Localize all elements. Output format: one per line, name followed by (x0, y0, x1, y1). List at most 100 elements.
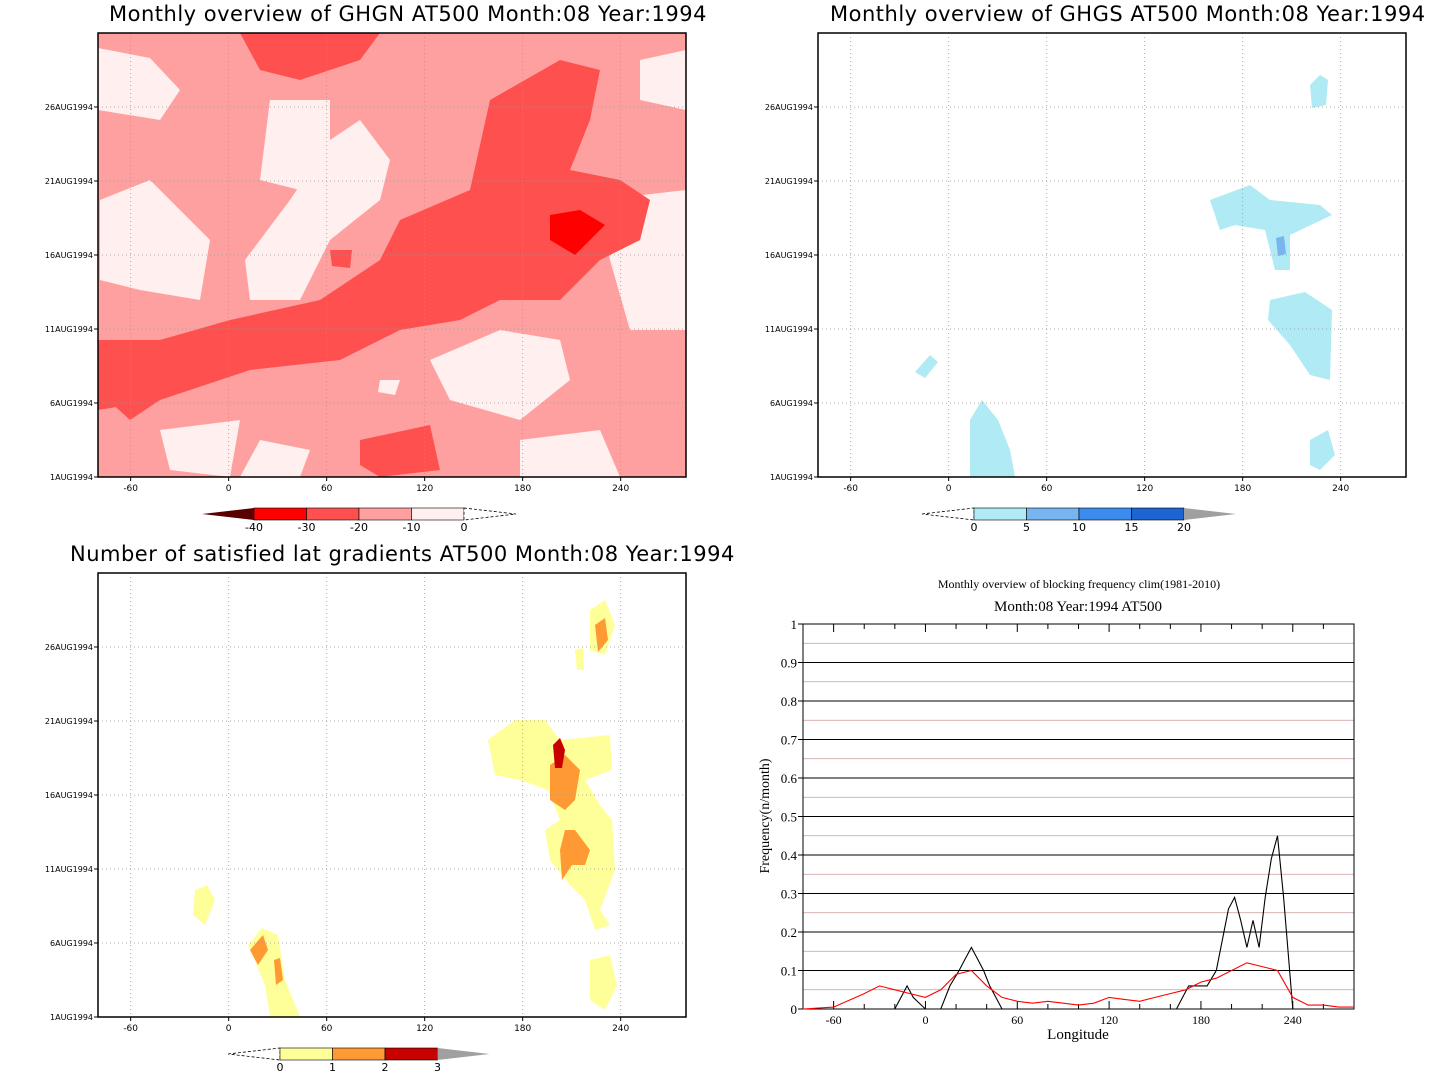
contour-gt-minus10 (240, 440, 310, 477)
x-tick-label: 120 (1136, 484, 1153, 494)
contour-0-5 (1268, 292, 1332, 380)
contour-1-2 (550, 755, 580, 810)
panel1-title: Monthly overview of GHGN AT500 Month:08 … (109, 2, 707, 26)
colorbar-arrow-high (437, 1048, 490, 1060)
contour-0-1 (193, 885, 215, 925)
y-tick-label: 1AUG1994 (770, 473, 813, 482)
colorbar-label: 2 (382, 1061, 389, 1074)
colorbar-arrow-low (202, 508, 254, 520)
contour-0-5 (970, 400, 1015, 477)
colorbar-segment (1078, 507, 1132, 521)
contour-0-1 (575, 648, 584, 670)
y-tick-label: 6AUG1994 (50, 399, 93, 408)
colorbar-label: 1 (329, 1061, 336, 1074)
line-chart-xlabel: Longitude (1047, 1027, 1109, 1043)
lat-gradients-heatmap: -60 0 60 120 180 2401AUG19946AUG199411AUG1994… (45, 572, 687, 1074)
colorbar-segment (253, 507, 307, 521)
y-tick-label: 0 (791, 1002, 798, 1017)
x-tick-label: 0 (226, 484, 232, 494)
x-tick-label: 180 (1192, 1013, 1210, 1027)
contour-minus30-minus20 (360, 425, 440, 477)
contour-gt-minus10 (245, 120, 390, 300)
x-tick-label: -60 (123, 1024, 138, 1034)
colorbar-label: -10 (403, 521, 421, 534)
y-tick-label: 1 (791, 617, 798, 632)
colorbar-segment (1026, 507, 1080, 521)
y-tick-label: 26AUG1994 (45, 643, 93, 652)
contour-0-5 (1310, 430, 1335, 470)
contour-minus30-minus20 (240, 33, 380, 80)
colorbar-arrow-low (921, 507, 975, 521)
colorbar-segment (411, 507, 465, 521)
x-tick-label: 240 (1284, 1013, 1302, 1027)
y-tick-label: 16AUG1994 (45, 251, 93, 260)
y-tick-label: 16AUG1994 (765, 251, 813, 260)
field-contours (193, 600, 617, 1017)
field-contours (98, 33, 686, 477)
x-tick-label: 120 (416, 484, 433, 494)
contour-gt-minus10 (520, 430, 620, 477)
x-tick-label: 0 (946, 484, 952, 494)
x-tick-label: -60 (843, 484, 858, 494)
x-tick-label: 120 (1100, 1013, 1118, 1027)
contour-minus30-minus20 (108, 360, 160, 420)
y-tick-label: 26AUG1994 (45, 103, 93, 112)
colorbar-segment (973, 507, 1027, 521)
colorbar-label: 0 (971, 521, 978, 534)
y-tick-label: 6AUG1994 (50, 939, 93, 948)
y-tick-label: 11AUG1994 (45, 865, 93, 874)
contour-0-1 (248, 928, 300, 1017)
x-tick-label: 180 (514, 484, 531, 494)
y-tick-label: 1AUG1994 (50, 1013, 93, 1022)
contour-0-1 (488, 720, 615, 930)
contour-1-2 (560, 830, 590, 880)
panel3-title: Number of satisfied lat gradients AT500 … (70, 542, 735, 566)
y-tick-label: 0.3 (781, 887, 797, 902)
colorbar-label: 15 (1125, 521, 1139, 534)
contour-gt-minus10 (260, 100, 330, 190)
contour-0-5 (1310, 75, 1328, 108)
colorbar-arrow-high (463, 507, 517, 521)
x-tick-label: 60 (321, 484, 333, 494)
y-tick-label: 21AUG1994 (45, 177, 93, 186)
contour-0-5 (1210, 185, 1332, 270)
contour-gt-minus10 (640, 50, 686, 110)
line-chart-title: Monthly overview of blocking frequency c… (938, 577, 1220, 591)
colorbar-segment (384, 1047, 438, 1061)
x-tick-label: 60 (1011, 1013, 1023, 1027)
line-chart-subtitle: Month:08 Year:1994 AT500 (994, 599, 1162, 615)
field-contours (915, 75, 1335, 477)
colorbar-label: 0 (461, 521, 468, 534)
contour-gt-minus10 (98, 48, 180, 120)
x-tick-label: -60 (123, 484, 138, 494)
x-tick-label: 120 (416, 1024, 433, 1034)
y-tick-label: 0.1 (781, 964, 797, 979)
x-tick-label: 0 (922, 1013, 928, 1027)
x-tick-label: 60 (1041, 484, 1053, 494)
colorbar-segment (1131, 507, 1185, 521)
colorbar-segment (279, 1047, 333, 1061)
y-tick-label: 16AUG1994 (45, 791, 93, 800)
x-tick-label: 240 (612, 484, 629, 494)
colorbar-label: 20 (1177, 521, 1191, 534)
colorbar-label: -20 (350, 521, 368, 534)
y-tick-label: 26AUG1994 (765, 103, 813, 112)
colorbar-label: 0 (277, 1061, 284, 1074)
x-tick-label: 240 (612, 1024, 629, 1034)
y-tick-label: 0.6 (781, 771, 798, 786)
y-tick-label: 0.9 (781, 656, 797, 671)
y-tick-label: 0.5 (781, 810, 797, 825)
y-tick-label: 21AUG1994 (45, 717, 93, 726)
series-line-red (802, 962, 1354, 1010)
contour-5-10 (1276, 236, 1286, 256)
y-tick-label: 6AUG1994 (770, 399, 813, 408)
x-tick-label: -60 (826, 1013, 842, 1027)
colorbar-label: 10 (1072, 521, 1086, 534)
colorbar-label: 3 (434, 1061, 441, 1074)
y-tick-label: 11AUG1994 (765, 325, 813, 334)
ghgn-heatmap: -60 0 60 120 180 240 1AUG1994 6AUG1994 11AUG1994… (45, 32, 687, 534)
colorbar-arrow-low (227, 1047, 281, 1061)
contour-0-1 (590, 955, 617, 1010)
contour-gt-minus10 (160, 420, 240, 477)
x-tick-label: 240 (1332, 484, 1349, 494)
